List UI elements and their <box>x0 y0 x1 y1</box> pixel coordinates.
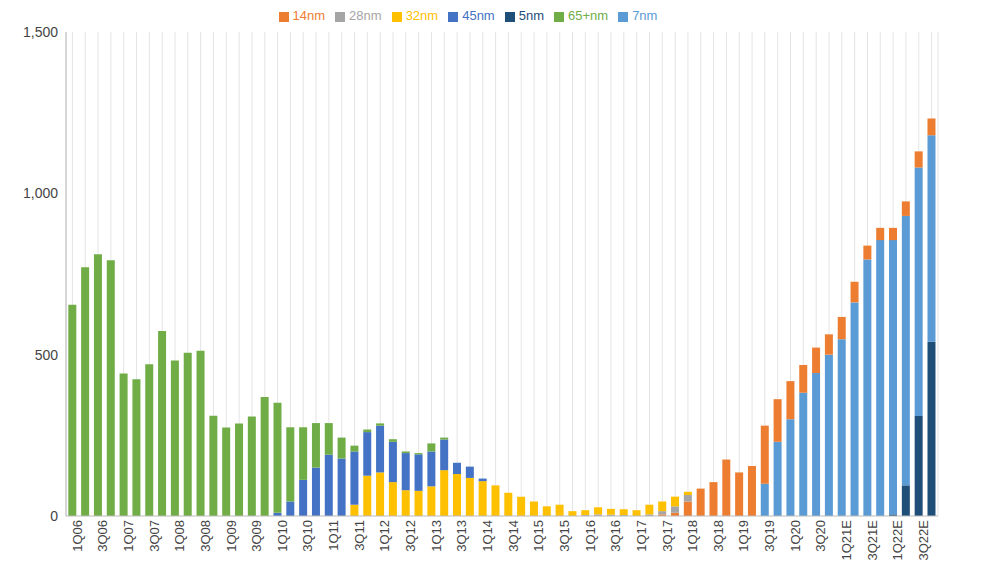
svg-text:1Q18: 1Q18 <box>685 520 700 552</box>
svg-text:1Q12: 1Q12 <box>377 520 392 552</box>
svg-text:1Q13: 1Q13 <box>429 520 444 552</box>
svg-text:1Q14: 1Q14 <box>480 520 495 552</box>
svg-text:0: 0 <box>50 508 58 524</box>
html-text:32nm: 32nm <box>405 8 439 23</box>
svg-text:3Q11: 3Q11 <box>352 520 367 551</box>
svg-text:3Q19: 3Q19 <box>762 520 777 552</box>
svg-text:1Q16: 1Q16 <box>583 520 598 552</box>
svg-text:1Q19: 1Q19 <box>736 520 751 552</box>
svg-text:3Q20: 3Q20 <box>813 520 828 552</box>
svg-text:1Q21E: 1Q21E <box>839 520 854 561</box>
svg-text:3Q12: 3Q12 <box>403 520 418 552</box>
svg-text:3Q22E: 3Q22E <box>916 520 931 561</box>
html-text:5nm: 5nm <box>518 8 544 23</box>
svg-text:3Q09: 3Q09 <box>249 520 264 552</box>
html-text:45nm: 45nm <box>462 8 495 23</box>
svg-text:1Q09: 1Q09 <box>224 520 239 552</box>
svg-text:1Q20: 1Q20 <box>788 520 803 552</box>
svg-text:1Q22E: 1Q22E <box>890 520 905 561</box>
svg-text:3Q13: 3Q13 <box>454 520 469 552</box>
svg-text:3Q21E: 3Q21E <box>865 520 880 561</box>
svg-text:3Q16: 3Q16 <box>608 520 623 552</box>
svg-text:1Q17: 1Q17 <box>634 520 649 552</box>
svg-text:3Q18: 3Q18 <box>711 520 726 552</box>
svg-text:1Q15: 1Q15 <box>531 520 546 552</box>
svg-text:1,500: 1,500 <box>23 24 58 40</box>
svg-text:1Q06: 1Q06 <box>70 520 85 552</box>
svg-text:500: 500 <box>35 347 59 363</box>
svg-text:1Q08: 1Q08 <box>172 520 187 552</box>
html-text:7nm: 7nm <box>632 8 658 23</box>
svg-text:1Q11: 1Q11 <box>326 520 341 551</box>
svg-text:3Q07: 3Q07 <box>147 520 162 552</box>
svg-text:3Q15: 3Q15 <box>557 520 572 552</box>
html-text:14nm: 14nm <box>292 8 326 23</box>
svg-text:3Q10: 3Q10 <box>300 520 315 552</box>
svg-text:3Q08: 3Q08 <box>198 520 213 552</box>
svg-text:1Q10: 1Q10 <box>275 520 290 552</box>
html-text:65+nm: 65+nm <box>568 8 609 23</box>
html-text:28nm: 28nm <box>349 8 382 23</box>
svg-text:1Q07: 1Q07 <box>121 520 136 552</box>
svg-text:3Q06: 3Q06 <box>95 520 110 552</box>
svg-text:3Q14: 3Q14 <box>506 520 521 552</box>
svg-text:1,000: 1,000 <box>23 185 58 201</box>
svg-text:3Q17: 3Q17 <box>660 520 675 552</box>
